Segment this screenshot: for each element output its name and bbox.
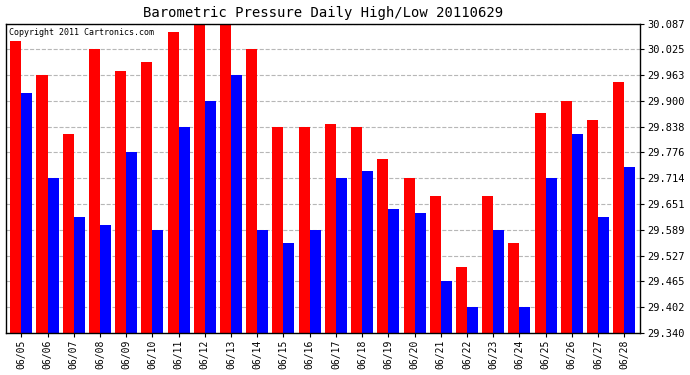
Bar xyxy=(194,24,205,333)
Bar xyxy=(126,152,137,333)
Bar xyxy=(493,230,504,333)
Bar xyxy=(624,167,635,333)
Bar xyxy=(299,127,310,333)
Bar xyxy=(362,171,373,333)
Bar xyxy=(482,196,493,333)
Bar xyxy=(141,63,152,333)
Bar xyxy=(231,75,242,333)
Bar xyxy=(430,196,441,333)
Bar xyxy=(10,41,21,333)
Text: Copyright 2011 Cartronics.com: Copyright 2011 Cartronics.com xyxy=(9,28,154,37)
Bar xyxy=(257,230,268,333)
Bar xyxy=(561,101,572,333)
Title: Barometric Pressure Daily High/Low 20110629: Barometric Pressure Daily High/Low 20110… xyxy=(143,6,503,20)
Bar xyxy=(168,32,179,333)
Bar xyxy=(351,127,362,333)
Bar xyxy=(74,217,85,333)
Bar xyxy=(377,159,388,333)
Bar xyxy=(179,127,190,333)
Bar xyxy=(115,71,126,333)
Bar xyxy=(441,281,452,333)
Bar xyxy=(388,209,400,333)
Bar xyxy=(336,178,347,333)
Bar xyxy=(415,213,426,333)
Bar xyxy=(520,308,531,333)
Bar xyxy=(152,230,164,333)
Bar xyxy=(205,101,216,333)
Bar xyxy=(220,24,231,333)
Bar xyxy=(587,120,598,333)
Bar xyxy=(535,114,546,333)
Bar xyxy=(310,230,321,333)
Bar xyxy=(48,178,59,333)
Bar xyxy=(284,243,295,333)
Bar xyxy=(63,134,74,333)
Bar xyxy=(613,82,624,333)
Bar xyxy=(37,75,48,333)
Bar xyxy=(246,49,257,333)
Bar xyxy=(572,134,583,333)
Bar xyxy=(21,93,32,333)
Bar xyxy=(509,243,520,333)
Bar xyxy=(467,308,478,333)
Bar xyxy=(598,217,609,333)
Bar xyxy=(404,178,415,333)
Bar xyxy=(89,49,100,333)
Bar xyxy=(456,267,467,333)
Bar xyxy=(546,178,557,333)
Bar xyxy=(273,127,284,333)
Bar xyxy=(325,124,336,333)
Bar xyxy=(100,225,111,333)
